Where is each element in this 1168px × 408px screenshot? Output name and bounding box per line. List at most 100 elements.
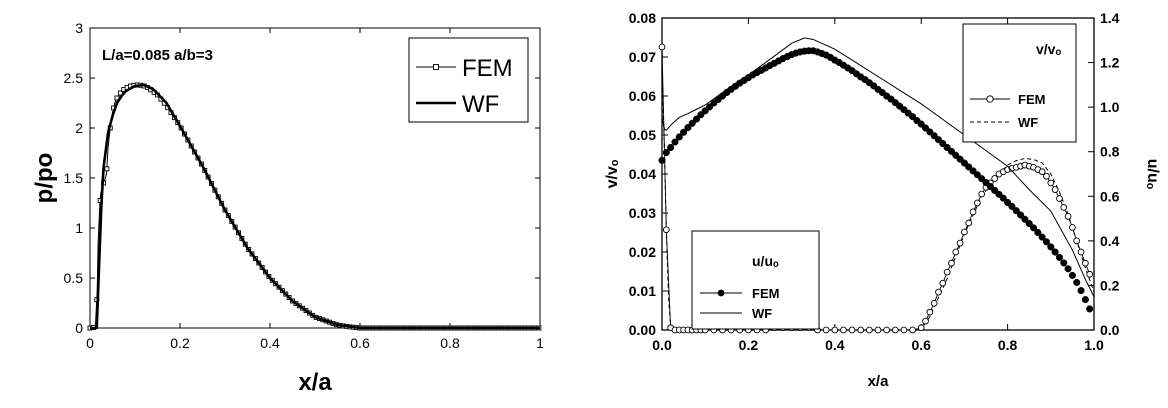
data-point-v-fem [956,239,964,247]
data-point-u-fem [684,124,692,132]
data-point-u-fem [1060,259,1068,267]
data-point-v-fem [1060,204,1068,211]
data-point-v-fem [948,259,955,267]
y2-tick-label: 1.0 [1100,99,1120,115]
x-axis-label: x/a [868,373,890,390]
data-point-v-fem [1051,186,1059,193]
data-point-u-fem [671,138,679,146]
y-tick-label: 0.08 [629,10,656,26]
y-axis-label: v/vₒ [604,159,621,188]
data-point-u-fem [1077,287,1085,295]
y2-tick-label: 0.8 [1100,144,1120,160]
data-point-u-fem [1068,271,1076,279]
y2-tick-label: 0.2 [1100,277,1120,293]
data-point-u-fem [1081,296,1089,304]
legend-box [962,23,1077,143]
data-point-v-fem [662,226,670,234]
legend-marker-fem [986,95,994,103]
legend-marker-fem [717,289,725,297]
data-point-v-fem [965,219,973,227]
legend-title: v/vₒ [1036,41,1061,57]
y-tick-label: 0.04 [629,166,656,182]
legend-v: v/vₒ FEM WF [962,23,1077,143]
x-tick-label: 0.6 [911,337,931,353]
legend-box [408,37,529,123]
data-point-u-fem [1042,238,1051,246]
x-tick-label: 0.4 [260,335,280,351]
legend-marker-fem [433,64,439,70]
y-tick-label: 0.00 [629,322,656,338]
data-point-u-fem [1012,207,1020,215]
data-point-v-fem [883,326,890,334]
y-tick-label: 2.5 [64,70,84,86]
x-tick-label: 0.8 [440,335,460,351]
legend-label-wf: WF [1018,115,1038,130]
legend-u: u/uₒ FEM WF [691,230,820,330]
legend-label-wf: WF [462,91,499,118]
data-point-v-fem [1038,168,1046,176]
data-point-u-fem [999,194,1007,202]
data-point-fem [117,90,123,96]
data-point-u-fem [1038,233,1046,241]
y-tick-label: 0.05 [629,127,656,143]
data-point-v-fem [952,248,960,256]
legend-label-wf: WF [752,306,772,321]
data-point-v-fem [1082,259,1089,267]
data-point-v-fem [866,326,873,334]
y2-tick-label: 0.4 [1100,233,1120,249]
data-point-v-fem [857,326,865,334]
data-point-u-fem [1086,305,1094,313]
data-point-u-fem [1008,202,1016,210]
data-point-u-fem [667,143,675,152]
y-tick-label: 0.03 [629,205,656,221]
y-tick-label: 1 [75,220,83,236]
data-point-v-fem [935,288,942,296]
data-point-fem [104,166,110,172]
y-tick-label: 0.06 [629,88,656,104]
data-point-v-fem [961,228,968,236]
x-tick-label: 0.0 [652,337,672,353]
series-markers-v-fem [658,43,1094,334]
pressure-chart: 0 0.2 0.4 0.6 0.8 1 0 0.5 1 1.5 2 2.5 3 L/a=0.085 a/b… [31,20,544,396]
y2-tick-label: 1.4 [1100,10,1120,26]
data-point-v-fem [909,326,916,334]
data-point-v-fem [1064,212,1072,220]
y-tick-label: 0.01 [629,283,656,299]
data-point-v-fem [831,326,839,334]
data-point-u-fem [1051,248,1059,256]
y2-tick-label: 0.0 [1100,322,1120,338]
x-tick-label: 0.2 [170,335,190,351]
data-point-v-fem [930,299,938,307]
x-tick-label: 0.6 [350,335,370,351]
data-point-v-fem [922,317,929,325]
data-point-u-fem [675,133,683,141]
data-point-u-fem [658,156,666,164]
data-point-v-fem [974,199,981,207]
data-point-v-fem [822,326,830,334]
data-point-u-fem [1055,253,1063,262]
legend-label-fem: FEM [752,286,779,301]
data-point-v-fem [1069,224,1076,231]
data-point-u-fem [688,119,696,127]
legend-label-fem: FEM [1018,92,1045,107]
data-point-u-fem [1025,219,1033,228]
legend: FEM WF [408,37,529,123]
data-point-v-fem [1073,237,1081,245]
series-markers-u-fem [658,47,1094,313]
data-point-u-fem [1034,228,1042,237]
y-tick-label: 0.07 [629,49,656,65]
data-point-u-fem [1073,278,1081,286]
data-point-u-fem [1064,265,1072,273]
y2-tick-label: 1.2 [1100,55,1120,71]
data-point-v-fem [891,326,899,334]
data-point-v-fem [1056,195,1063,202]
x-tick-label: 0 [86,335,94,351]
data-point-v-fem [926,308,934,316]
y-tick-label: 3 [75,20,83,36]
data-point-v-fem [991,175,998,182]
data-point-v-fem [917,324,925,332]
data-point-u-fem [693,115,701,123]
x-tick-label: 0.8 [998,337,1018,353]
data-point-v-fem [1043,172,1050,180]
